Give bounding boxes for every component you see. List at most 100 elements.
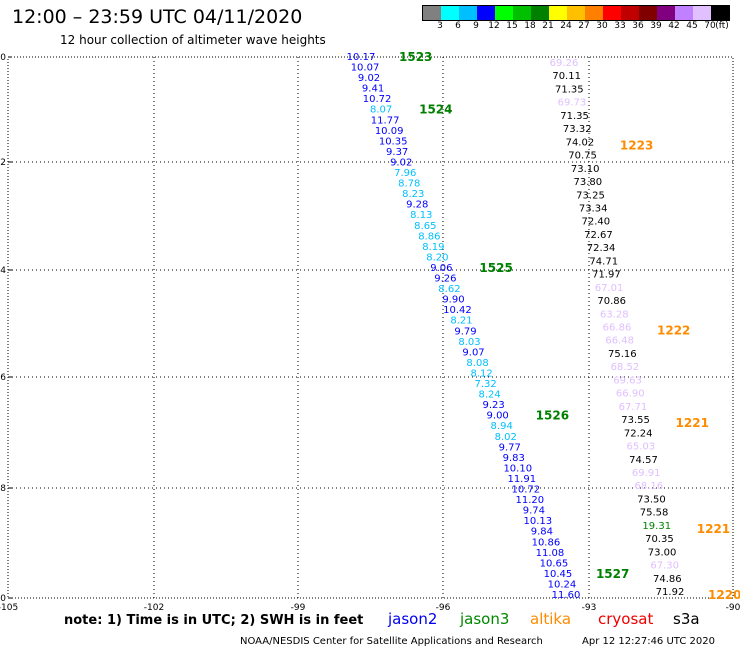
s3a-swh-value: 67.01 <box>595 283 624 294</box>
jason3-swh-value: 11.91 <box>507 474 536 485</box>
jason3-swh-value: 8.12 <box>470 368 492 379</box>
colorbar-swatch <box>531 6 549 20</box>
lat-tick-label: -24 <box>0 266 6 276</box>
legend-jason2: jason2 <box>388 610 438 628</box>
colorbar-labels: 3 6 9 12 15 18 21 24 27 30 33 36 39 42 45 70 (ft) <box>422 21 729 33</box>
s3a-swh-value: 70.75 <box>568 151 597 162</box>
jason3-swh-value: 10.45 <box>544 569 573 580</box>
s3a-swh-value: 73.32 <box>563 124 592 135</box>
colorbar-swatch <box>495 6 513 20</box>
lon-tick-label: -102 <box>144 603 164 613</box>
jason3-swh-value: 10.07 <box>351 63 380 74</box>
jason3-swh-value: 8.24 <box>478 390 500 401</box>
lon-tick-label: -90 <box>726 603 740 613</box>
lon-tick-label: -99 <box>291 603 306 613</box>
jason3-swh-value: 10.35 <box>379 136 408 147</box>
s3a-swh-value: 67.30 <box>650 561 679 572</box>
s3a-swh-value: 70.35 <box>645 534 674 545</box>
jason3-swh-value: 8.08 <box>466 358 488 369</box>
jason3-swh-value: 9.77 <box>499 442 521 453</box>
s3a-swh-value: 72.34 <box>587 243 616 254</box>
colorbar-label: 33 <box>614 21 626 31</box>
colorbar-swatch <box>585 6 603 20</box>
jason3-swh-value: 9.90 <box>442 295 464 306</box>
jason3-swh-value: 9.02 <box>390 157 412 168</box>
s3a-swh-value: 74.71 <box>589 256 618 267</box>
jason3-swh-value: 8.02 <box>495 432 517 443</box>
map-title: 12:00 – 23:59 UTC 04/11/2020 <box>12 6 303 28</box>
jason3-swh-value: 10.72 <box>511 485 540 496</box>
jason3-swh-value: 9.00 <box>487 411 509 422</box>
colorbar-label: 24 <box>560 21 572 31</box>
s3a-swh-value: 73.50 <box>637 494 666 505</box>
s3a-swh-value: 73.80 <box>574 177 603 188</box>
jason3-swh-value: 9.28 <box>406 200 428 211</box>
jason3-swh-value: 8.23 <box>402 189 424 200</box>
s3a-swh-value: 72.40 <box>581 217 610 228</box>
colorbar-swatch <box>621 6 639 20</box>
s3a-swh-value: 73.10 <box>571 164 600 175</box>
jason3-swh-value: 9.83 <box>503 453 525 464</box>
colorbar-label: 39 <box>650 21 662 31</box>
jason3-time-label: 1526 <box>536 409 569 423</box>
jason3-swh-value: 9.07 <box>462 347 484 358</box>
s3a-swh-value: 19.31 <box>642 521 671 532</box>
s3a-swh-value: 74.86 <box>653 574 682 585</box>
jason3-swh-value: 9.41 <box>362 84 384 95</box>
s3a-swh-value: 65.03 <box>627 442 656 453</box>
colorbar-swatch <box>567 6 585 20</box>
s3a-swh-value: 71.35 <box>555 84 584 95</box>
jason3-swh-value: 7.96 <box>394 168 416 179</box>
legend-s3a: s3a <box>673 610 700 628</box>
jason3-swh-value: 9.37 <box>386 147 408 158</box>
s3a-swh-value: 74.02 <box>566 137 595 148</box>
s3a-swh-value: 67.71 <box>619 402 648 413</box>
jason3-swh-value: 8.03 <box>458 337 480 348</box>
s3a-swh-value: 66.48 <box>605 336 634 347</box>
lat-tick-label: -26 <box>0 373 6 383</box>
jason3-swh-value: 10.24 <box>548 579 577 590</box>
jason3-swh-value: 10.42 <box>443 305 472 316</box>
colorbar-label: 3 <box>437 21 443 31</box>
colorbar-label: 70 <box>704 21 716 31</box>
s3a-swh-value: 68.16 <box>634 481 663 492</box>
colorbar-swatch <box>459 6 477 20</box>
lon-tick-label: -105 <box>0 603 18 613</box>
legend-altika: altika <box>530 610 572 628</box>
s3a-swh-value: 74.57 <box>629 455 658 466</box>
s3a-swh-value: 73.00 <box>648 547 677 558</box>
jason3-swh-value: 10.10 <box>503 463 532 474</box>
colorbar-label: 45 <box>686 21 698 31</box>
colorbar-swatch <box>657 6 675 20</box>
colorbar-label: 27 <box>578 21 590 31</box>
map-subtitle: 12 hour collection of altimeter wave hei… <box>60 33 326 47</box>
s3a-swh-value: 66.86 <box>603 323 632 334</box>
s3a-swh-value: 69.91 <box>632 468 661 479</box>
s3a-swh-value: 72.67 <box>584 230 613 241</box>
colorbar-swatch <box>639 6 657 20</box>
s3a-swh-value: 71.35 <box>560 111 589 122</box>
colorbar-swatch <box>549 6 567 20</box>
jason3-swh-value: 11.08 <box>536 548 565 559</box>
s3a-swh-value: 70.11 <box>552 71 581 82</box>
s3a-swh-value: 75.58 <box>640 508 669 519</box>
jason3-swh-value: 9.79 <box>454 326 476 337</box>
jason3-swh-value: 8.19 <box>422 242 444 253</box>
colorbar-swatch <box>423 6 441 20</box>
s3a-swh-value: 68.52 <box>611 362 640 373</box>
jason3-swh-value: 10.13 <box>524 516 553 527</box>
colorbar-label: 21 <box>542 21 554 31</box>
s3a-swh-value: 63.28 <box>600 309 629 320</box>
jason3-time-label: 1527 <box>596 567 629 581</box>
legend-cryosat: cryosat <box>598 610 654 628</box>
jason3-swh-value: 10.65 <box>540 558 569 569</box>
colorbar-swatch <box>513 6 531 20</box>
s3a-swh-value: 66.90 <box>616 389 645 400</box>
s3a-swh-value: 73.25 <box>576 190 605 201</box>
jason3-swh-value: 8.94 <box>491 421 513 432</box>
s3a-swh-value: 70.86 <box>597 296 626 307</box>
credit-text: NOAA/NESDIS Center for Satellite Applica… <box>240 636 543 647</box>
s3a-time-label: 1222 <box>657 324 690 338</box>
jason3-time-label: 1524 <box>419 103 452 117</box>
